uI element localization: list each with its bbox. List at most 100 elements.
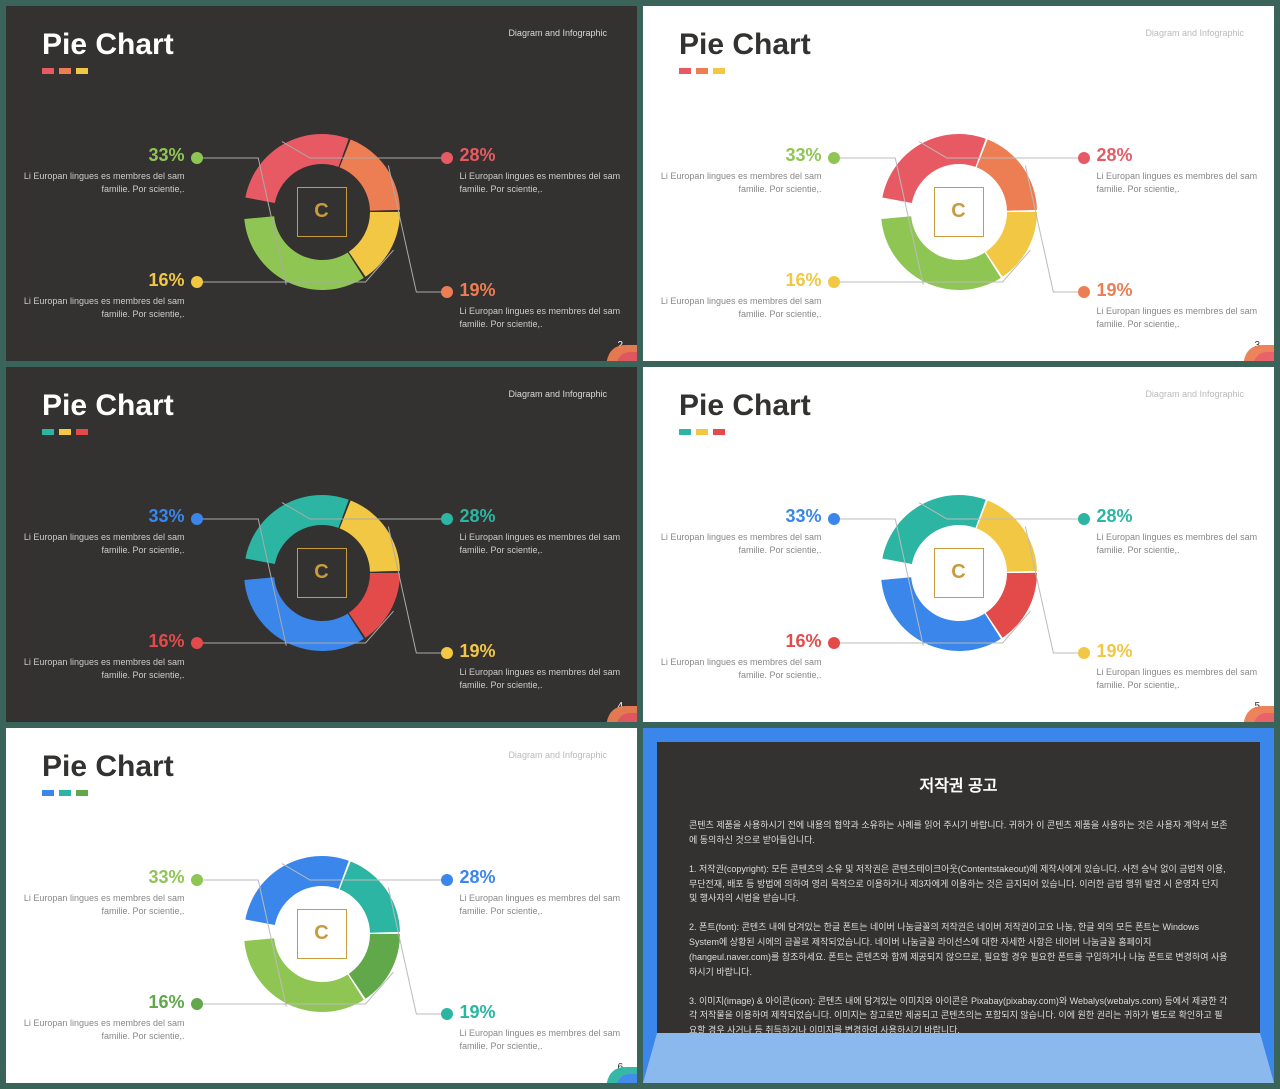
callout: 19% Li Europan lingues es membres del sam… <box>460 280 635 332</box>
callout-percent: 16% <box>10 270 185 291</box>
pie-chart-slide: Pie ChartDiagram and InfographicC28%Li E… <box>643 367 1274 722</box>
slide-title: Pie Chart <box>42 750 174 784</box>
callout-percent: 28% <box>460 867 635 888</box>
callout: 19%Li Europan lingues es membres del sam… <box>460 641 635 693</box>
callout: 19%Li Europan lingues es membres del sam… <box>1097 280 1272 332</box>
donut-center-label: C <box>297 187 347 237</box>
copyright-body: 콘텐츠 제품을 사용하시기 전에 내용의 협약과 소유하는 사례를 읽어 주시기… <box>677 818 1240 1067</box>
callout-percent: 33% <box>10 867 185 888</box>
callout-desc: Li Europan lingues es membres del sam fa… <box>10 295 185 322</box>
callout: 28% Li Europan lingues es membres del sam… <box>460 867 635 919</box>
callout-percent: 16% <box>10 992 185 1013</box>
callout-percent: 19% <box>460 280 635 301</box>
callout-desc: Li Europan lingues es membres del sam fa… <box>647 295 822 322</box>
callout: 33%Li Europan lingues es membres del sam… <box>10 506 185 558</box>
callout-desc: Li Europan lingues es membres del sam fa… <box>1097 666 1272 693</box>
copyright-paragraph: 1. 저작권(copyright): 모든 콘텐츠의 소유 및 저작권은 콘텐츠… <box>689 862 1228 907</box>
callout-desc: Li Europan lingues es membres del sam fa… <box>460 170 635 197</box>
slide-subtitle: Diagram and Infographic <box>508 389 607 399</box>
leader-node <box>828 513 840 525</box>
slide-subtitle: Diagram and Infographic <box>508 750 607 760</box>
chart-area: C28%Li Europan lingues es membres del sa… <box>42 784 602 1083</box>
chart-area: C28%Li Europan lingues es membres del sa… <box>679 423 1239 722</box>
leader-node <box>191 998 203 1010</box>
callout-percent: 28% <box>460 145 635 166</box>
slide-grid: Pie ChartDiagram and InfographicC28%Li E… <box>6 6 1274 1083</box>
leader-node <box>191 513 203 525</box>
copyright-paragraph: 콘텐츠 제품 라이선스에 대한 자세한 사항은 홈페이지 하단에 기재한 콘텐츠… <box>689 1052 1228 1067</box>
pie-chart-slide: Pie ChartDiagram and InfographicC28%Li E… <box>6 367 637 722</box>
copyright-slide: 저작권 공고콘텐츠 제품을 사용하시기 전에 내용의 협약과 소유하는 사례를 … <box>643 728 1274 1083</box>
leader-node <box>441 152 453 164</box>
slide-subtitle: Diagram and Infographic <box>1145 28 1244 38</box>
callout-percent: 16% <box>647 270 822 291</box>
callout-desc: Li Europan lingues es membres del sam fa… <box>10 1017 185 1044</box>
copyright-paragraph: 2. 폰트(font): 콘텐츠 내에 담겨있는 한글 폰트는 네이버 나눔글꼴… <box>689 920 1228 979</box>
callout-desc: Li Europan lingues es membres del sam fa… <box>647 170 822 197</box>
callout-desc: Li Europan lingues es membres del sam fa… <box>10 170 185 197</box>
callout-percent: 19% <box>1097 280 1272 301</box>
leader-node <box>191 637 203 649</box>
callout-percent: 33% <box>10 145 185 166</box>
leader-node <box>1078 513 1090 525</box>
callout: 28% Li Europan lingues es membres del sam… <box>460 506 635 558</box>
chart-area: C28%Li Europan lingues es membres del sa… <box>42 423 602 722</box>
corner-decoration <box>1243 691 1274 722</box>
callout-percent: 16% <box>10 631 185 652</box>
copyright-paragraph: 3. 이미지(image) & 아이콘(icon): 콘텐츠 내에 담겨있는 이… <box>689 994 1228 1039</box>
callout: 28%Li Europan lingues es membres del sam… <box>1097 145 1272 197</box>
callout-percent: 28% <box>1097 506 1272 527</box>
callout: 16% Li Europan lingues es membres del sam… <box>647 631 822 683</box>
slide-title: Pie Chart <box>679 389 811 423</box>
callout-desc: Li Europan lingues es membres del sam fa… <box>460 892 635 919</box>
callout-desc: Li Europan lingues es membres del sam fa… <box>10 656 185 683</box>
pie-chart-slide: Pie Chart Diagram and Infographic C 28% Li E… <box>6 6 637 361</box>
leader-node <box>441 286 453 298</box>
callout: 28% Li Europan lingues es membres del sam… <box>460 145 635 197</box>
callout: 19% Li Europan lingues es membres del sam… <box>1097 641 1272 693</box>
callout-percent: 33% <box>10 506 185 527</box>
slide-subtitle: Diagram and Infographic <box>1145 389 1244 399</box>
callout-desc: Li Europan lingues es membres del sam fa… <box>1097 531 1272 558</box>
donut-center-label: C <box>934 548 984 598</box>
slide-title: Pie Chart <box>42 28 174 62</box>
leader-node <box>191 276 203 288</box>
donut-center-label: C <box>934 187 984 237</box>
callout-percent: 28% <box>460 506 635 527</box>
leader-node <box>191 874 203 886</box>
callout-percent: 19% <box>1097 641 1272 662</box>
corner-decoration <box>606 330 637 361</box>
callout-desc: Li Europan lingues es membres del sam fa… <box>647 531 822 558</box>
leader-node <box>441 874 453 886</box>
callout-desc: Li Europan lingues es membres del sam fa… <box>460 531 635 558</box>
pie-chart-slide: Pie ChartDiagram and InfographicC28%Li E… <box>643 6 1274 361</box>
callout-percent: 19% <box>460 1002 635 1023</box>
leader-node <box>828 276 840 288</box>
callout-desc: Li Europan lingues es membres del sam fa… <box>647 656 822 683</box>
leader-node <box>441 1008 453 1020</box>
callout-desc: Li Europan lingues es membres del sam fa… <box>460 666 635 693</box>
callout-desc: Li Europan lingues es membres del sam fa… <box>10 892 185 919</box>
callout: 19%Li Europan lingues es membres del sam… <box>460 1002 635 1054</box>
chart-area: C28%Li Europan lingues es membres del sa… <box>679 62 1239 361</box>
callout-percent: 33% <box>647 506 822 527</box>
callout: 33% Li Europan lingues es membres del sam… <box>10 145 185 197</box>
leader-node <box>441 647 453 659</box>
donut-center-label: C <box>297 548 347 598</box>
copyright-title: 저작권 공고 <box>677 772 1240 796</box>
callout: 28% Li Europan lingues es membres del sam… <box>1097 506 1272 558</box>
slide-subtitle: Diagram and Infographic <box>508 28 607 38</box>
callout-percent: 16% <box>647 631 822 652</box>
leader-node <box>191 152 203 164</box>
callout: 33% Li Europan lingues es membres del sam… <box>647 506 822 558</box>
leader-node <box>1078 286 1090 298</box>
leader-node <box>441 513 453 525</box>
callout-desc: Li Europan lingues es membres del sam fa… <box>460 305 635 332</box>
slide-title: Pie Chart <box>42 389 174 423</box>
callout: 16% Li Europan lingues es membres del sam… <box>10 270 185 322</box>
leader-node <box>828 152 840 164</box>
donut-center-label: C <box>297 909 347 959</box>
callout: 16% Li Europan lingues es membres del sam… <box>10 631 185 683</box>
callout: 16% Li Europan lingues es membres del sam… <box>647 270 822 322</box>
leader-node <box>1078 152 1090 164</box>
